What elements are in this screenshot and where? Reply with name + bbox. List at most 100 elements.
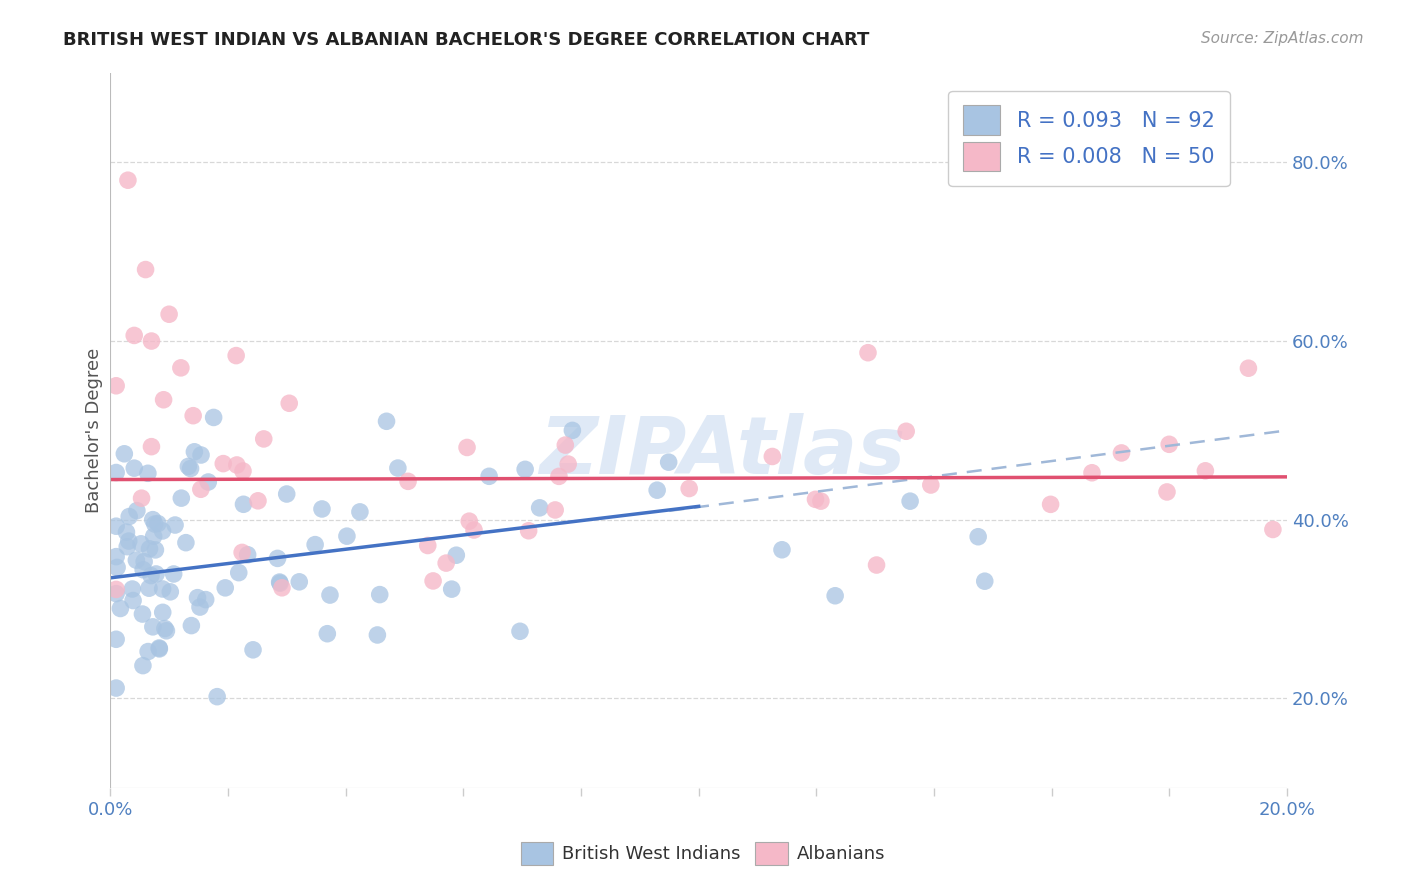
Point bbox=[105, 586, 128, 600]
Point bbox=[266, 551, 288, 566]
Point bbox=[177, 459, 200, 474]
Text: ZIPAtlas: ZIPAtlas bbox=[538, 413, 905, 491]
Text: BRITISH WEST INDIAN VS ALBANIAN BACHELOR'S DEGREE CORRELATION CHART: BRITISH WEST INDIAN VS ALBANIAN BACHELOR… bbox=[63, 31, 870, 49]
Point bbox=[138, 581, 160, 595]
Point bbox=[146, 516, 169, 531]
Point bbox=[122, 593, 145, 607]
Point bbox=[163, 566, 186, 581]
Point bbox=[1081, 466, 1104, 480]
Point bbox=[122, 328, 145, 343]
Point bbox=[155, 624, 177, 638]
Point bbox=[118, 534, 141, 549]
Point bbox=[194, 592, 217, 607]
Legend: R = 0.093   N = 92, R = 0.008   N = 50: R = 0.093 N = 92, R = 0.008 N = 50 bbox=[949, 91, 1230, 186]
Point bbox=[228, 566, 250, 580]
Point bbox=[105, 632, 128, 647]
Point bbox=[225, 349, 247, 363]
Point bbox=[136, 467, 159, 481]
Point bbox=[548, 469, 571, 483]
Point bbox=[131, 491, 153, 506]
Point bbox=[810, 494, 832, 508]
Point bbox=[368, 588, 391, 602]
Point bbox=[105, 519, 128, 533]
Point bbox=[183, 444, 205, 458]
Point bbox=[138, 541, 160, 556]
Point bbox=[190, 483, 212, 497]
Point bbox=[278, 396, 301, 410]
Text: Source: ZipAtlas.com: Source: ZipAtlas.com bbox=[1201, 31, 1364, 46]
Point bbox=[152, 524, 174, 538]
Point bbox=[121, 582, 143, 596]
Point bbox=[105, 582, 128, 597]
Point bbox=[242, 642, 264, 657]
Point bbox=[202, 410, 225, 425]
Point bbox=[375, 414, 398, 428]
Point bbox=[316, 626, 339, 640]
Point bbox=[190, 448, 212, 462]
Point bbox=[142, 513, 165, 527]
Point bbox=[232, 464, 254, 478]
Point bbox=[105, 378, 128, 392]
Point bbox=[1111, 446, 1133, 460]
Point bbox=[105, 681, 128, 695]
Point bbox=[529, 500, 551, 515]
Point bbox=[856, 345, 879, 359]
Point bbox=[134, 555, 156, 569]
Point bbox=[554, 438, 576, 452]
Point bbox=[967, 530, 990, 544]
Point bbox=[898, 494, 921, 508]
Point bbox=[271, 581, 294, 595]
Point bbox=[132, 658, 155, 673]
Point bbox=[288, 574, 311, 589]
Point bbox=[544, 503, 567, 517]
Point bbox=[180, 461, 202, 475]
Point bbox=[276, 487, 298, 501]
Point bbox=[110, 601, 132, 615]
Point bbox=[125, 503, 148, 517]
Point bbox=[142, 529, 165, 543]
Point bbox=[269, 575, 291, 590]
Point bbox=[920, 478, 942, 492]
Point bbox=[366, 628, 388, 642]
Point bbox=[456, 441, 478, 455]
Point bbox=[761, 450, 783, 464]
Point bbox=[105, 549, 128, 564]
Point bbox=[561, 424, 583, 438]
Point bbox=[349, 505, 371, 519]
Point bbox=[212, 457, 235, 471]
Point bbox=[1156, 485, 1178, 500]
Point bbox=[225, 458, 247, 472]
Point bbox=[645, 483, 668, 498]
Point bbox=[115, 525, 138, 540]
Point bbox=[804, 492, 827, 507]
Point bbox=[129, 537, 152, 551]
Point bbox=[336, 529, 359, 543]
Point bbox=[463, 523, 485, 537]
Point bbox=[153, 622, 176, 636]
Point bbox=[142, 620, 165, 634]
Point bbox=[253, 432, 276, 446]
Point bbox=[180, 618, 202, 632]
Point bbox=[458, 514, 481, 528]
Point bbox=[658, 455, 681, 469]
Point bbox=[132, 563, 155, 577]
Point bbox=[416, 539, 439, 553]
Point bbox=[236, 548, 259, 562]
Point bbox=[304, 538, 326, 552]
Point bbox=[509, 624, 531, 639]
Point bbox=[517, 524, 540, 538]
Legend: British West Indians, Albanians: British West Indians, Albanians bbox=[513, 835, 893, 872]
Point bbox=[148, 641, 170, 656]
Point bbox=[143, 516, 166, 531]
Point bbox=[152, 392, 174, 407]
Point bbox=[170, 360, 193, 375]
Point bbox=[118, 509, 141, 524]
Point bbox=[174, 535, 197, 549]
Point bbox=[557, 457, 579, 471]
Point bbox=[115, 540, 138, 554]
Point bbox=[157, 307, 180, 321]
Point bbox=[188, 600, 211, 615]
Point bbox=[396, 475, 419, 489]
Point bbox=[181, 409, 204, 423]
Point bbox=[896, 424, 918, 438]
